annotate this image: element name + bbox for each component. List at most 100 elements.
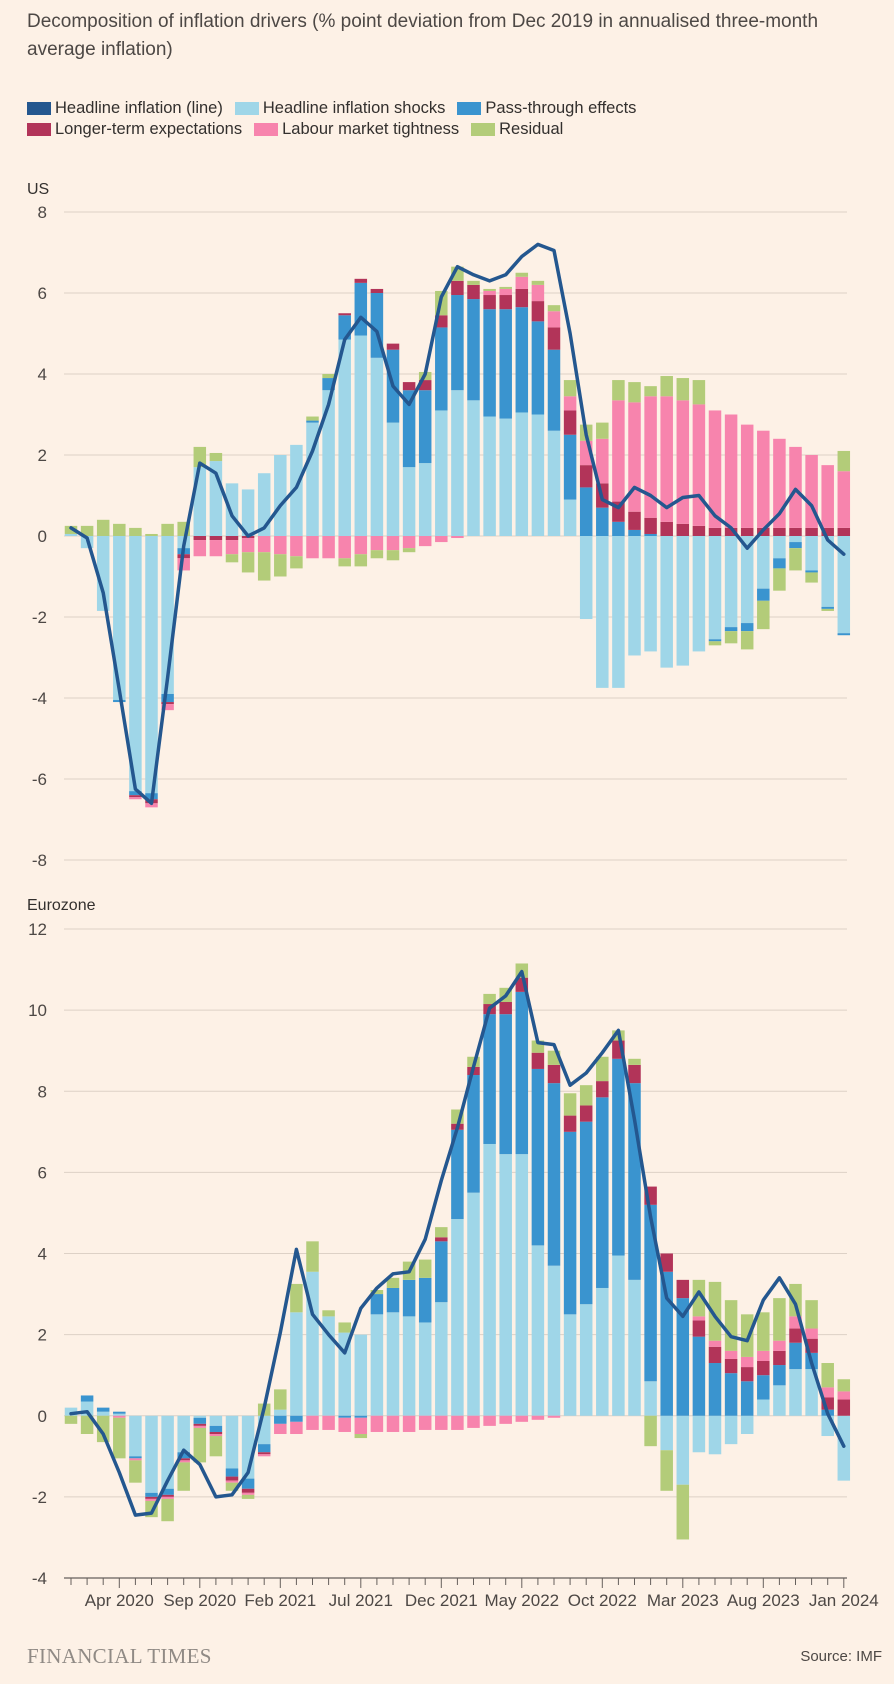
- bar-segment: [209, 540, 223, 557]
- x-tick-label: Sep 2020: [163, 1591, 236, 1610]
- bar-segment: [129, 797, 142, 800]
- bar-segment: [386, 536, 400, 551]
- bar-segment: [708, 641, 722, 646]
- bar-segment: [418, 536, 432, 547]
- legend-item-headline-line: Headline inflation (line): [27, 99, 223, 118]
- bar-segment: [402, 1415, 416, 1432]
- bar-segment: [402, 1316, 416, 1416]
- bar-segment: [467, 400, 480, 536]
- bar-segment: [676, 536, 690, 666]
- bar-segment: [113, 523, 126, 536]
- legend-item-pass-through: Pass-through effects: [457, 99, 636, 118]
- bar-segment: [290, 444, 303, 536]
- bar-segment: [290, 556, 303, 569]
- bar-segment: [225, 1415, 239, 1469]
- bar-segment: [145, 1498, 158, 1501]
- bar-segment: [660, 376, 673, 397]
- bar-segment: [644, 517, 657, 534]
- bar-segment: [467, 299, 480, 401]
- bar-segment: [354, 1334, 368, 1416]
- bar-segment: [692, 1316, 706, 1321]
- y-tick-label: 6: [38, 284, 47, 303]
- x-tick-label: Aug 2023: [727, 1591, 800, 1610]
- bar-segment: [306, 420, 319, 423]
- legend-swatch-labour-market: [254, 123, 279, 136]
- bar-segment: [177, 1460, 190, 1463]
- bar-segment: [837, 536, 851, 634]
- bar-segment: [821, 1363, 834, 1388]
- bar-segment: [563, 1314, 577, 1416]
- bar-segment: [177, 1458, 190, 1461]
- bar-segment: [402, 390, 416, 468]
- y-tick-label: 4: [38, 1245, 47, 1264]
- bar-segment: [209, 452, 223, 462]
- bar-segment: [692, 1279, 706, 1317]
- headline-inflation-line-eurozone: [69, 969, 846, 1517]
- bar-segment: [64, 1415, 78, 1424]
- bar-segment: [96, 536, 110, 611]
- bar-segment: [805, 527, 818, 536]
- bar-segment: [515, 1415, 529, 1422]
- bar-segment: [789, 1283, 802, 1317]
- bar-segment: [129, 1460, 142, 1483]
- bar-segment: [724, 527, 738, 536]
- bar-segment: [354, 278, 368, 283]
- bar-segment: [145, 1492, 158, 1497]
- bar-segment: [724, 631, 738, 644]
- bar-segment: [64, 533, 78, 536]
- bar-segment: [338, 1322, 351, 1333]
- bar-segment: [483, 290, 496, 296]
- bar-segment: [757, 1375, 770, 1400]
- bar-segment: [837, 1379, 851, 1392]
- bar-segment: [724, 1300, 738, 1351]
- bar-segment: [161, 1415, 174, 1489]
- bar-segment: [145, 1496, 158, 1499]
- bar-segment: [724, 627, 738, 632]
- bar-segment: [322, 1316, 335, 1416]
- legend-swatch-pass-through: [457, 102, 482, 115]
- bar-segment: [563, 410, 577, 435]
- bar-segment: [531, 1415, 545, 1420]
- headline-inflation-line-us: [69, 242, 846, 806]
- bar-segment: [724, 414, 738, 528]
- bar-segment: [757, 600, 770, 630]
- bar-segment: [435, 1227, 448, 1238]
- bar-segment: [370, 1314, 384, 1416]
- bar-segment: [740, 1314, 754, 1357]
- bar-segment: [467, 1192, 480, 1416]
- bar-segment: [596, 438, 609, 484]
- bar-segment: [418, 1415, 432, 1430]
- bar-segment: [547, 1083, 561, 1266]
- bar-segment: [435, 1241, 448, 1303]
- bar-segment: [547, 311, 561, 328]
- bar-segment: [354, 1434, 368, 1439]
- bar-segment: [789, 446, 802, 528]
- ft-logo: FINANCIAL TIMES: [27, 1644, 212, 1668]
- bar-segment: [451, 536, 464, 539]
- bar-segment: [531, 1245, 545, 1416]
- bar-segment: [773, 1298, 786, 1341]
- legend-label: Residual: [499, 120, 564, 138]
- bar-segment: [499, 295, 512, 310]
- y-tick-label: -4: [32, 689, 47, 708]
- legend-row-1: Headline inflation (line) Headline infla…: [27, 98, 867, 119]
- bar-segment: [209, 1434, 223, 1437]
- bar-segment: [660, 1271, 673, 1416]
- bar-segment: [483, 1014, 496, 1144]
- y-tick-label: 8: [38, 203, 47, 222]
- bar-segment: [740, 536, 754, 624]
- bar-segment: [370, 1294, 384, 1315]
- bar-segment: [274, 1389, 287, 1410]
- legend-label: Headline inflation shocks: [262, 99, 446, 117]
- bar-segment: [821, 608, 834, 611]
- bar-segment: [789, 1328, 802, 1343]
- bar-segment: [145, 536, 158, 794]
- bar-segment: [274, 1415, 287, 1424]
- bar-segment: [708, 1415, 722, 1455]
- bar-segment: [80, 1415, 94, 1435]
- bar-segment: [789, 548, 802, 571]
- bar-segment: [692, 1336, 706, 1416]
- bar-segment: [789, 536, 802, 543]
- bar-segment: [386, 422, 400, 536]
- bar-segment: [451, 1415, 464, 1430]
